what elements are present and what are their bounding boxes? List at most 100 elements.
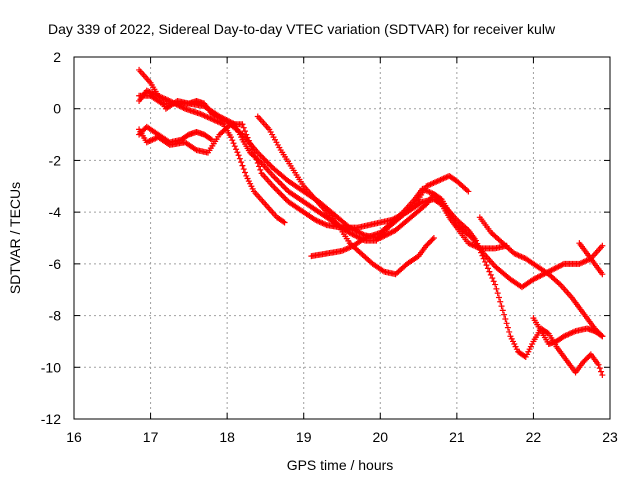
x-tick-label: 22 <box>526 429 542 445</box>
data-point <box>245 137 252 144</box>
series-track-d <box>136 87 288 226</box>
data-point <box>595 361 602 368</box>
data-point <box>494 290 501 297</box>
data-point <box>596 365 603 372</box>
data-point <box>242 128 249 135</box>
data-point <box>239 162 246 169</box>
data-point <box>418 199 425 206</box>
data-point <box>544 329 551 336</box>
data-point <box>281 219 288 226</box>
data-point <box>277 179 284 186</box>
series-track-f <box>254 113 437 278</box>
data-point <box>501 311 508 318</box>
data-point <box>250 149 257 156</box>
series-track-c <box>136 121 510 252</box>
data-point <box>244 134 251 141</box>
data-point <box>478 249 485 256</box>
x-tick-label: 18 <box>219 429 235 445</box>
data-point <box>504 324 511 331</box>
data-point <box>272 175 279 182</box>
data-point <box>249 146 256 153</box>
data-point <box>207 135 214 142</box>
data-point <box>599 271 606 278</box>
y-tick-label: -2 <box>49 152 62 168</box>
data-point <box>236 155 243 162</box>
data-point <box>476 246 483 253</box>
y-tick-label: -12 <box>41 411 61 427</box>
x-tick-label: 19 <box>296 429 312 445</box>
data-point <box>281 194 288 201</box>
y-tick-label: -10 <box>41 359 61 375</box>
series-track-j <box>576 240 606 278</box>
x-axis-ticks: 16 17 18 19 20 21 22 23 <box>66 57 618 445</box>
x-axis-label: GPS time / hours <box>287 457 394 473</box>
data-point <box>271 174 278 181</box>
series-track-i <box>530 315 606 348</box>
data-point <box>233 146 240 153</box>
data-point <box>599 372 606 379</box>
data-point <box>240 166 247 173</box>
grid-lines <box>74 57 610 419</box>
data-point <box>227 134 234 141</box>
data-point <box>256 163 263 170</box>
data-point <box>506 328 513 335</box>
data-point <box>247 140 254 147</box>
data-point <box>493 285 500 292</box>
y-tick-label: -6 <box>49 256 62 272</box>
series-track-e <box>136 123 215 146</box>
data-point <box>279 193 286 200</box>
y-tick-label: -8 <box>49 308 62 324</box>
plot-frame <box>73 56 611 420</box>
data-point <box>242 169 249 176</box>
data-point <box>278 181 285 188</box>
data-point <box>277 190 284 197</box>
data-point <box>497 298 504 305</box>
data-point <box>282 185 289 192</box>
data-point <box>495 294 502 301</box>
y-tick-label: -4 <box>49 204 62 220</box>
data-point <box>430 235 437 241</box>
data-point <box>275 188 282 195</box>
data-point <box>482 258 489 265</box>
data-point <box>281 184 288 191</box>
data-point <box>254 160 261 167</box>
data-point <box>502 316 509 323</box>
x-tick-label: 17 <box>143 429 159 445</box>
y-axis-label: SDTVAR / TECUs <box>7 182 23 294</box>
data-points <box>136 66 606 379</box>
data-point <box>487 271 494 278</box>
data-point <box>492 281 499 288</box>
data-point <box>274 187 281 194</box>
data-point <box>498 303 505 310</box>
data-point <box>234 149 241 156</box>
data-point <box>275 178 282 185</box>
data-point <box>475 243 482 250</box>
series-track-a <box>136 66 606 291</box>
data-point <box>598 368 605 375</box>
series-track-g <box>308 185 606 379</box>
data-point <box>279 182 286 189</box>
data-point <box>280 218 287 225</box>
data-point <box>248 143 255 150</box>
data-point <box>271 184 278 191</box>
y-tick-label: 0 <box>53 101 61 117</box>
data-point <box>598 332 605 339</box>
data-point <box>559 261 566 268</box>
data-point <box>257 166 264 173</box>
data-point <box>483 262 490 269</box>
y-axis-ticks: -12 -10 -8 -6 -4 -2 0 2 <box>41 49 610 427</box>
data-point <box>474 240 481 247</box>
data-point <box>480 255 487 262</box>
data-point <box>489 275 496 282</box>
data-point <box>252 153 259 160</box>
data-point <box>180 105 187 112</box>
x-tick-label: 16 <box>66 429 82 445</box>
x-tick-label: 23 <box>602 429 618 445</box>
data-point <box>243 131 250 138</box>
data-point <box>240 124 247 131</box>
data-point <box>278 191 285 198</box>
y-tick-label: 2 <box>53 49 61 65</box>
data-point <box>429 236 436 243</box>
data-point <box>282 195 289 202</box>
